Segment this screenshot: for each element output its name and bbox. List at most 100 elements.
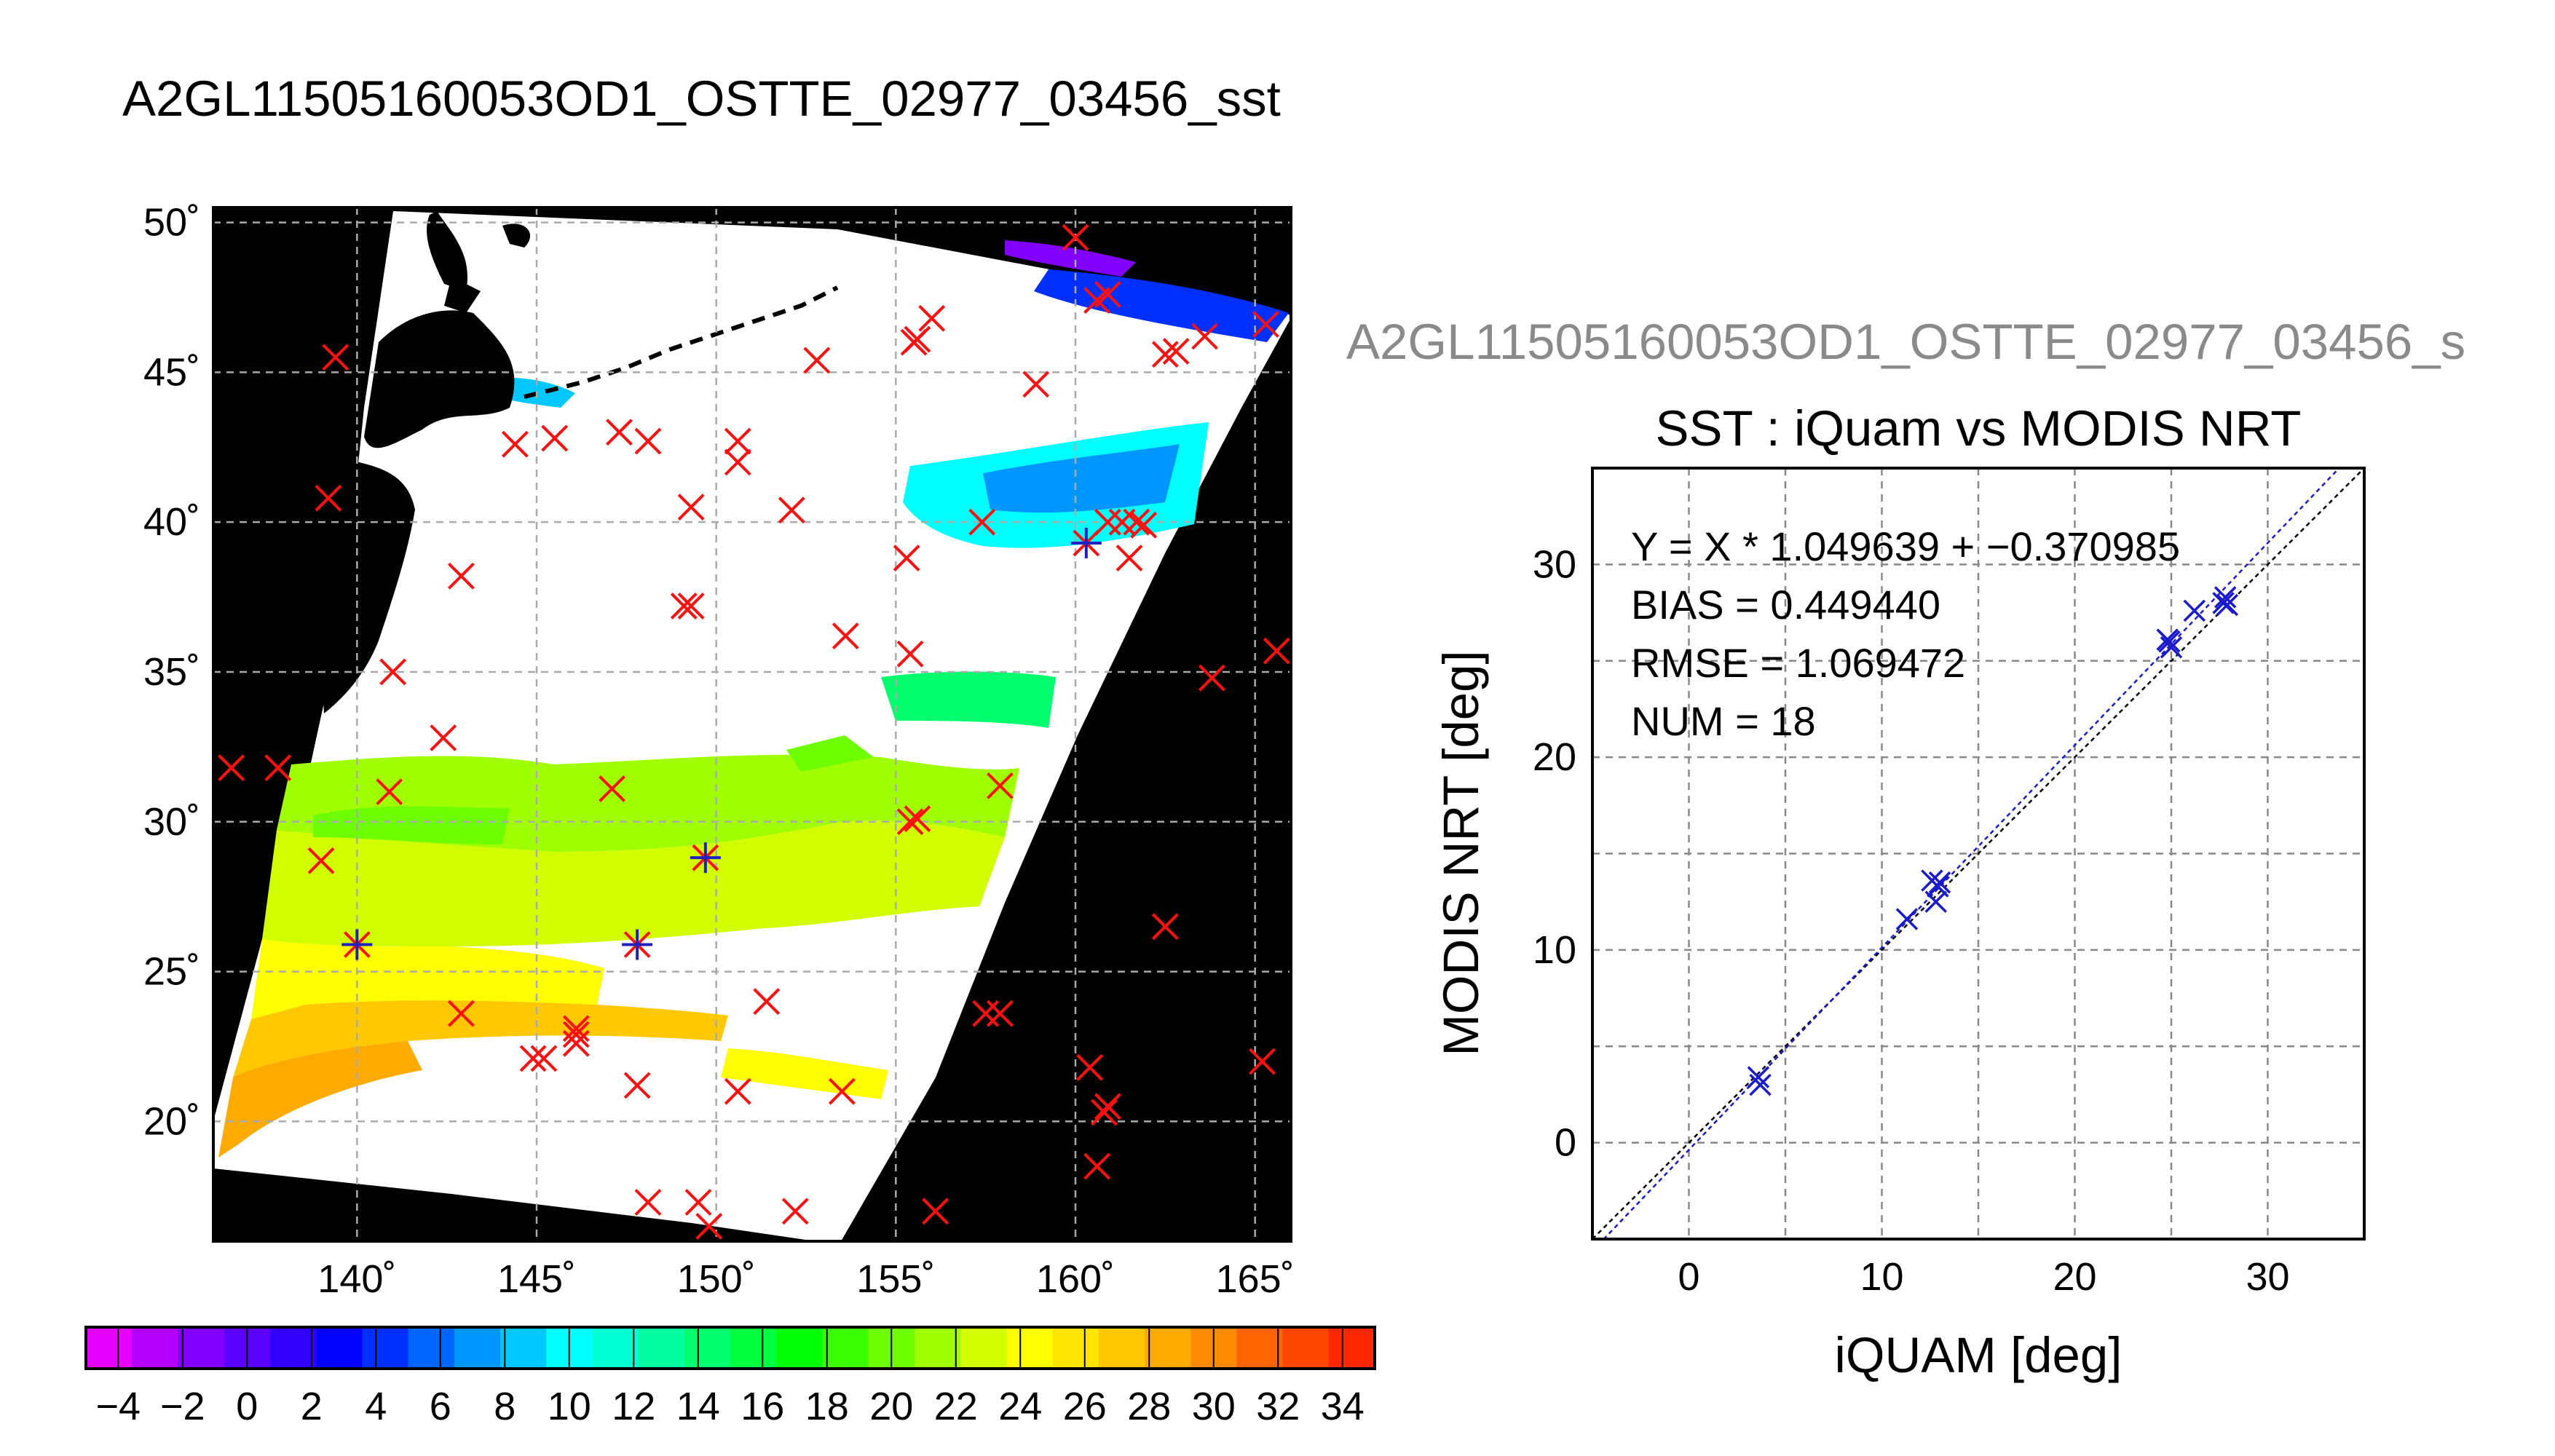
matchup-marker [1070, 527, 1102, 558]
buoy-marker-stroke [1198, 664, 1225, 692]
colorbar-label: 18 [805, 1385, 849, 1428]
buoy-marker [803, 347, 831, 374]
buoy-marker [1191, 323, 1219, 350]
buoy-marker [1076, 1053, 1104, 1081]
matchup-marker [690, 842, 721, 874]
buoy-marker [634, 1189, 662, 1216]
buoy-marker-stroke [218, 754, 245, 782]
matchup-marker [622, 929, 653, 960]
buoy-marker [218, 754, 245, 782]
scatter-point-stroke [2183, 599, 2206, 622]
colorbar-label: 22 [934, 1385, 978, 1428]
buoy-marker [606, 419, 633, 446]
colorbar-swatch [822, 1327, 869, 1369]
colorbar-label: 32 [1256, 1385, 1300, 1428]
colorbar-swatch [776, 1327, 823, 1369]
colorbar-label: −4 [95, 1385, 141, 1428]
buoy-marker [677, 593, 705, 620]
buoy-marker [986, 772, 1014, 799]
scatter-point [2212, 592, 2235, 614]
buoy-marker-stroke [677, 494, 705, 521]
colorbar-swatch [316, 1327, 363, 1369]
scatter-point [2216, 593, 2239, 617]
buoy-marker-stroke [986, 1000, 1014, 1027]
lon-tick-label: 155˚ [856, 1257, 935, 1301]
buoy-marker [1162, 338, 1190, 365]
buoy-marker [501, 430, 529, 458]
scatter-point [2214, 586, 2237, 609]
colorbar-label: 20 [869, 1385, 913, 1428]
buoy-marker-stroke [1151, 341, 1179, 368]
buoy-marker [1263, 637, 1290, 665]
buoy-marker-stroke [447, 1000, 475, 1027]
x-tick-label: 0 [1678, 1255, 1699, 1299]
buoy-marker-stroke [1115, 545, 1143, 571]
main-title: A2GL11505160053OD1_OSTTE_02977_03456_sst [122, 71, 1281, 127]
buoy-marker-stroke [1062, 223, 1089, 251]
scatter-points [1747, 586, 2239, 1096]
buoy-marker [307, 847, 335, 874]
buoy-marker-stroke [803, 347, 831, 374]
buoy-marker-stroke [896, 640, 924, 668]
buoy-marker [376, 778, 403, 806]
buoy-marker-stroke [315, 484, 342, 512]
buoy-marker [264, 754, 292, 782]
buoy-marker-stroke [904, 805, 931, 833]
lon-tick-label: 150˚ [677, 1257, 756, 1301]
colorbar-swatch [499, 1327, 547, 1369]
buoy-marker-stroke [922, 1198, 949, 1225]
colorbar-swatch [1144, 1327, 1191, 1369]
scatter-point [1747, 1066, 1770, 1088]
colorbar-swatch [178, 1327, 225, 1369]
scatter-point [1749, 1073, 1772, 1096]
buoy-marker [695, 1213, 723, 1240]
buoy-marker [1249, 1048, 1276, 1075]
stats-annotation: Y = X * 1.049639 + −0.370985 BIAS = 0.449… [1631, 523, 2180, 744]
scatter-ticks: 0 10 20 30 0 10 20 30 [1533, 542, 2290, 1299]
buoy-marker [541, 424, 569, 452]
colorbar-label: 2 [301, 1385, 323, 1428]
colorbar-swatch [1282, 1327, 1330, 1369]
buoy-marker-stroke [968, 508, 996, 536]
scatter-point-stroke [2158, 630, 2181, 653]
buoy-marker [1252, 311, 1279, 338]
scatter-point [1927, 875, 1949, 898]
scatter-point-stroke [1895, 908, 1919, 930]
buoy-marker-stroke [778, 496, 805, 524]
buoy-marker-stroke [501, 430, 529, 458]
colorbar-label: −2 [160, 1385, 205, 1428]
scatter-point [1928, 871, 1951, 894]
scatter-point-stroke [1927, 875, 1949, 898]
buoy-marker [896, 808, 924, 836]
colorbar-label: 4 [365, 1385, 387, 1428]
scatter-point-stroke [1749, 1073, 1772, 1096]
buoy-marker [1083, 1152, 1111, 1180]
buoy-marker [1022, 371, 1050, 398]
lon-tick-label: 140˚ [317, 1257, 396, 1301]
buoy-marker-stroke [1123, 508, 1150, 536]
x-axis-label: iQUAM [deg] [1835, 1327, 2122, 1383]
buoy-marker [562, 1021, 590, 1048]
buoy-marker [599, 775, 626, 802]
stats-annotation-line: BIAS = 0.449440 [1631, 582, 1940, 628]
colorbar-label: 16 [741, 1385, 784, 1428]
x-tick-label: 20 [2053, 1255, 2096, 1299]
buoy-marker [623, 1072, 651, 1099]
lat-tick-label: 30˚ [143, 800, 200, 844]
colorbar-label: 8 [494, 1385, 516, 1428]
colorbar-label: 14 [676, 1385, 720, 1428]
buoy-marker-stroke [1094, 1093, 1121, 1120]
buoy-marker-stroke [1094, 508, 1121, 536]
colorbar-label: 6 [430, 1385, 451, 1428]
scatter-point-stroke [2214, 586, 2237, 609]
colorbar-label: 24 [998, 1385, 1042, 1428]
buoy-marker [1115, 545, 1143, 571]
colorbar-swatch [684, 1327, 731, 1369]
stats-annotation-line: Y = X * 1.049639 + −0.370985 [1631, 523, 2180, 569]
scatter-point [2160, 636, 2183, 659]
buoy-marker-stroke [562, 1021, 590, 1048]
buoy-marker-stroke [695, 1213, 723, 1240]
stats-annotation-line: NUM = 18 [1631, 698, 1816, 744]
buoy-marker-stroke [677, 593, 705, 620]
buoy-marker [724, 448, 751, 476]
